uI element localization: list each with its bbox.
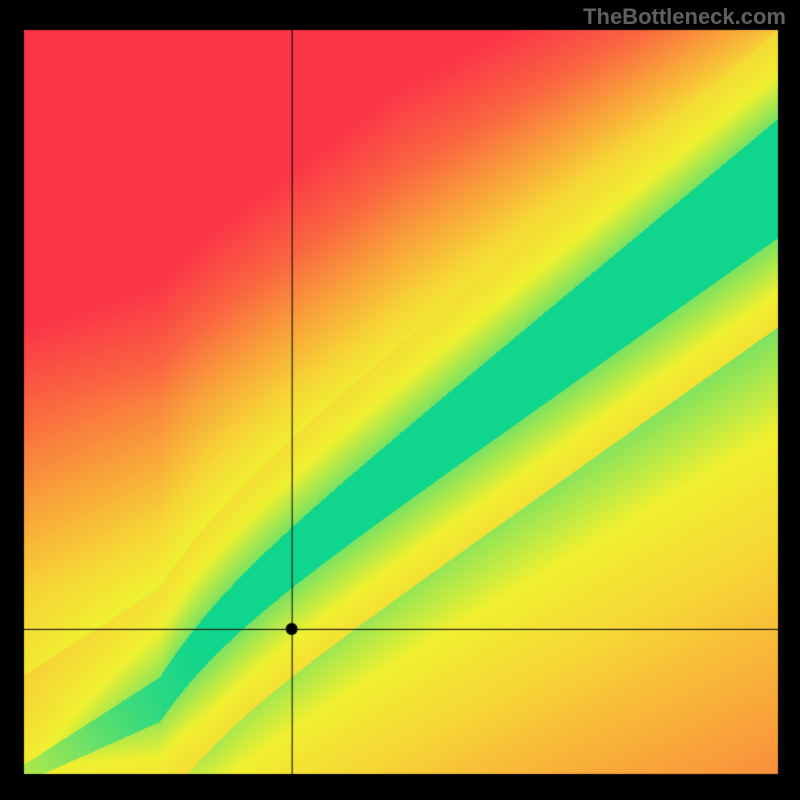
chart-container: TheBottleneck.com: [0, 0, 800, 800]
watermark-text: TheBottleneck.com: [583, 4, 786, 30]
heatmap-canvas: [0, 0, 800, 800]
